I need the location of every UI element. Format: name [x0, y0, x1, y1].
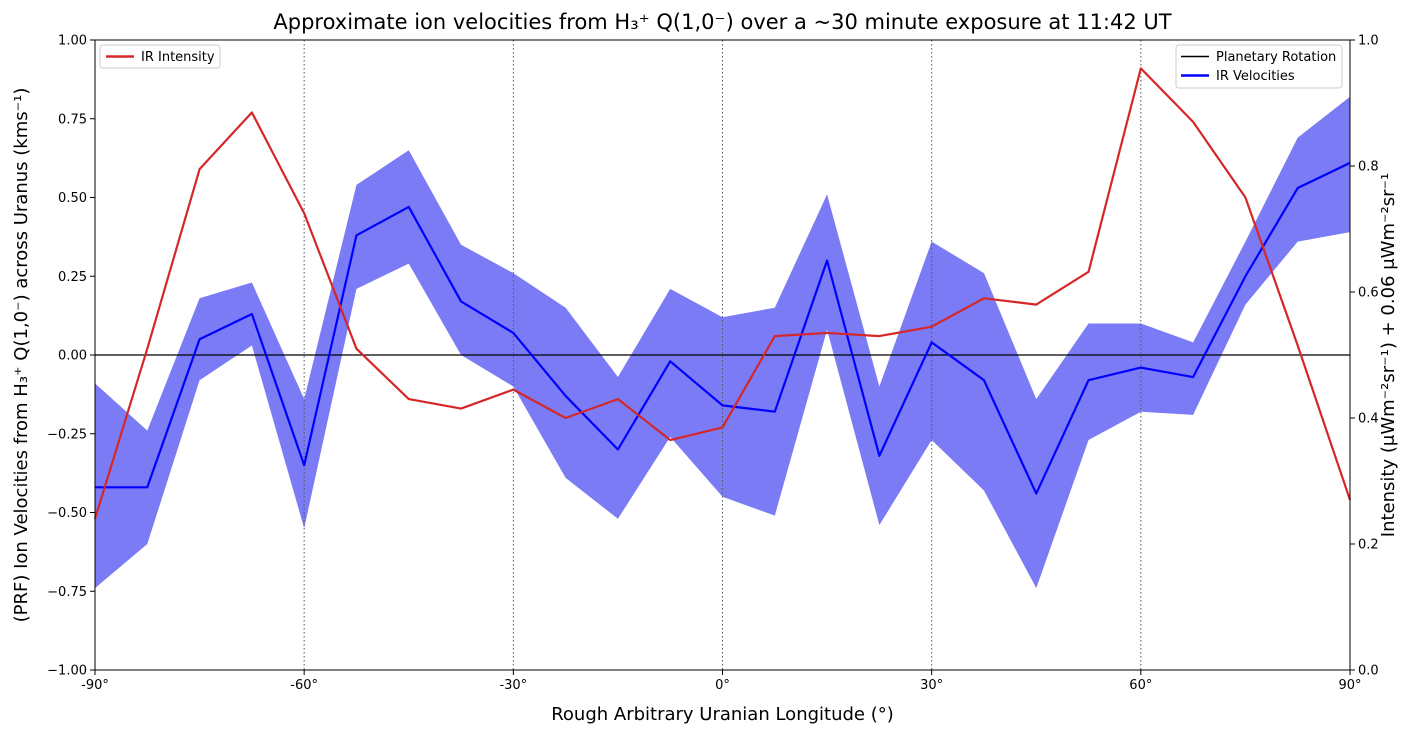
y-right-tick-label: 0.2: [1358, 538, 1379, 553]
vertical-grid-layer: [303, 40, 1142, 670]
y-axis-left-label: (PRF) Ion Velocities from H₃⁺ Q(1,0⁻) ac…: [11, 88, 32, 623]
velocity-error-band: [95, 96, 1350, 589]
legend-velocity: Planetary Rotation IR Velocities: [1175, 44, 1343, 89]
y-left-tick-label: −1.00: [47, 664, 87, 679]
y-left-tick-label: −0.25: [47, 427, 87, 442]
legend-intensity-box: [99, 44, 221, 69]
legend-intensity-label: IR Intensity: [141, 50, 215, 65]
x-tick-label: 30°: [920, 678, 943, 693]
x-tick-label: 90°: [1338, 678, 1361, 693]
legend-rotation-label: Planetary Rotation: [1216, 50, 1336, 65]
legend-intensity: IR Intensity: [99, 44, 221, 69]
x-axis-label: Rough Arbitrary Uranian Longitude (°): [551, 704, 894, 725]
y-left-tick-label: −0.75: [47, 585, 87, 600]
y-right-tick-label: 0.8: [1358, 160, 1379, 175]
series-line-layer: [93, 67, 1352, 520]
y-right-tick-label: 0.6: [1358, 286, 1379, 301]
chart-title: Approximate ion velocities from H₃⁺ Q(1,…: [273, 10, 1171, 34]
x-tick-label: 60°: [1129, 678, 1152, 693]
x-tick-label: -60°: [290, 678, 318, 693]
tick-layer: -90° -60° -30° 0° 30° 60° 90° −1.00 −0.75 −0.50 −0…: [47, 34, 1379, 694]
ir-velocities-line: [95, 161, 1351, 495]
y-left-tick-label: 0.25: [58, 270, 87, 285]
y-left-tick-label: 1.00: [58, 34, 87, 49]
ir-intensity-line: [93, 67, 1352, 520]
legend-velocity-label: IR Velocities: [1216, 69, 1295, 84]
y-left-tick-label: 0.00: [58, 349, 87, 364]
y-right-tick-label: 1.0: [1358, 34, 1379, 49]
x-tick-label: -30°: [499, 678, 527, 693]
y-right-tick-label: 0.4: [1358, 412, 1379, 427]
x-tick-label: 0°: [715, 678, 730, 693]
y-left-tick-label: 0.75: [58, 112, 87, 127]
x-tick-label: -90°: [81, 678, 109, 693]
y-axis-right-label: Intensity (μWm⁻²sr⁻¹) + 0.06 μWm⁻²sr⁻¹: [1378, 173, 1399, 537]
y-left-tick-label: −0.50: [47, 506, 87, 521]
legend-velocity-box: [1175, 44, 1343, 89]
velocity-error-band-layer: [95, 96, 1350, 589]
y-right-tick-label: 0.0: [1358, 664, 1379, 679]
y-left-tick-label: 0.50: [58, 191, 87, 206]
